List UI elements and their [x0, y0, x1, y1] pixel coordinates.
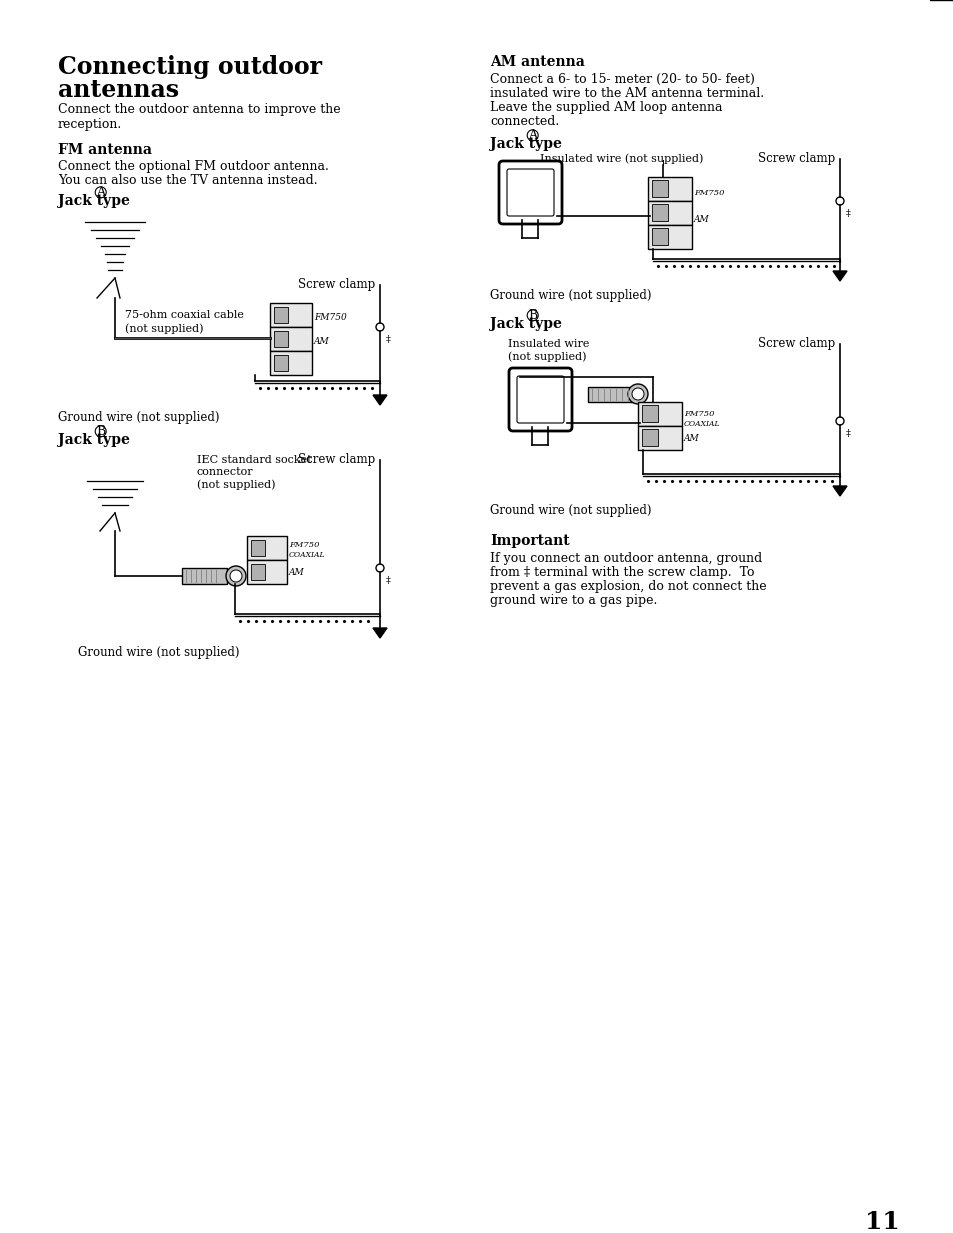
Text: Ground wire (not supplied): Ground wire (not supplied): [78, 646, 239, 658]
Bar: [270, 327, 312, 351]
Text: Screw clamp: Screw clamp: [757, 152, 834, 165]
Text: COAXIAL: COAXIAL: [683, 420, 720, 428]
Circle shape: [627, 383, 647, 404]
Text: Ground wire (not supplied): Ground wire (not supplied): [490, 289, 651, 302]
Bar: [641, 429, 658, 446]
Text: FM750: FM750: [314, 313, 346, 322]
Text: FM750: FM750: [683, 411, 714, 418]
Bar: [274, 307, 288, 323]
Bar: [651, 180, 667, 197]
Bar: [647, 178, 691, 201]
Text: reception.: reception.: [58, 118, 122, 131]
Text: AM: AM: [693, 215, 709, 224]
Text: 75-ohm coaxial cable: 75-ohm coaxial cable: [125, 309, 244, 321]
Text: ‡: ‡: [386, 576, 391, 584]
Polygon shape: [832, 271, 846, 281]
Circle shape: [226, 566, 246, 586]
Text: FM750: FM750: [289, 541, 319, 549]
Text: ‡: ‡: [386, 335, 391, 344]
Polygon shape: [832, 486, 846, 496]
Text: If you connect an outdoor antenna, ground: If you connect an outdoor antenna, groun…: [490, 552, 761, 565]
Polygon shape: [373, 628, 387, 637]
Bar: [587, 387, 636, 402]
FancyBboxPatch shape: [498, 162, 561, 224]
Text: Screw clamp: Screw clamp: [757, 337, 834, 350]
Text: Connect the optional FM outdoor antenna.: Connect the optional FM outdoor antenna.: [58, 160, 329, 173]
Polygon shape: [373, 395, 387, 404]
Bar: [638, 425, 681, 450]
Text: insulated wire to the AM antenna terminal.: insulated wire to the AM antenna termina…: [490, 88, 763, 100]
Text: ground wire to a gas pipe.: ground wire to a gas pipe.: [490, 594, 657, 607]
Text: FM750: FM750: [693, 189, 723, 197]
Text: ‡: ‡: [845, 429, 850, 438]
Text: COAXIAL: COAXIAL: [289, 551, 325, 559]
FancyBboxPatch shape: [509, 367, 572, 432]
Bar: [270, 351, 312, 375]
Text: Jack type: Jack type: [490, 317, 566, 330]
Bar: [651, 203, 667, 221]
Text: from ‡ terminal with the screw clamp.  To: from ‡ terminal with the screw clamp. To: [490, 566, 754, 580]
Text: You can also use the TV antenna instead.: You can also use the TV antenna instead.: [58, 174, 317, 187]
Text: Connecting outdoor: Connecting outdoor: [58, 55, 322, 79]
Bar: [247, 560, 287, 584]
Bar: [182, 568, 227, 584]
Text: (not supplied): (not supplied): [507, 351, 586, 361]
Text: B: B: [96, 425, 105, 438]
Text: Jack type: Jack type: [58, 194, 134, 208]
Text: Jack type: Jack type: [58, 433, 134, 448]
Text: (not supplied): (not supplied): [196, 478, 275, 490]
Circle shape: [631, 388, 643, 399]
Text: A: A: [96, 186, 105, 199]
Bar: [274, 330, 288, 346]
Text: Leave the supplied AM loop antenna: Leave the supplied AM loop antenna: [490, 101, 721, 113]
Bar: [651, 228, 667, 245]
Text: connector: connector: [196, 467, 253, 477]
Text: Insulated wire (not supplied): Insulated wire (not supplied): [539, 153, 702, 164]
Text: IEC standard socket: IEC standard socket: [196, 455, 312, 465]
Text: Screw clamp: Screw clamp: [297, 277, 375, 291]
Text: FM antenna: FM antenna: [58, 143, 152, 157]
Text: antennas: antennas: [58, 78, 179, 102]
Bar: [251, 563, 265, 580]
Text: AM: AM: [683, 434, 699, 443]
Text: AM: AM: [314, 337, 330, 346]
Text: AM: AM: [289, 568, 304, 577]
Text: 11: 11: [864, 1210, 899, 1233]
Bar: [647, 201, 691, 224]
Bar: [274, 355, 288, 371]
Bar: [270, 303, 312, 327]
Text: Ground wire (not supplied): Ground wire (not supplied): [58, 411, 219, 424]
Bar: [641, 404, 658, 422]
Text: connected.: connected.: [490, 115, 558, 128]
Text: Ground wire (not supplied): Ground wire (not supplied): [490, 504, 651, 517]
Text: ‡: ‡: [845, 210, 850, 218]
Bar: [251, 540, 265, 556]
Text: A: A: [528, 129, 537, 142]
Bar: [647, 224, 691, 249]
Text: Important: Important: [490, 534, 569, 547]
Bar: [247, 536, 287, 560]
Text: Insulated wire: Insulated wire: [507, 339, 589, 349]
Text: Jack type: Jack type: [490, 137, 566, 150]
Text: B: B: [528, 308, 537, 322]
Bar: [638, 402, 681, 425]
Text: AM antenna: AM antenna: [490, 55, 584, 69]
Text: (not supplied): (not supplied): [125, 323, 203, 334]
Text: Screw clamp: Screw clamp: [297, 453, 375, 466]
Text: prevent a gas explosion, do not connect the: prevent a gas explosion, do not connect …: [490, 580, 766, 593]
Text: Connect the outdoor antenna to improve the: Connect the outdoor antenna to improve t…: [58, 104, 340, 116]
Circle shape: [230, 570, 242, 582]
Text: Connect a 6- to 15- meter (20- to 50- feet): Connect a 6- to 15- meter (20- to 50- fe…: [490, 73, 754, 86]
